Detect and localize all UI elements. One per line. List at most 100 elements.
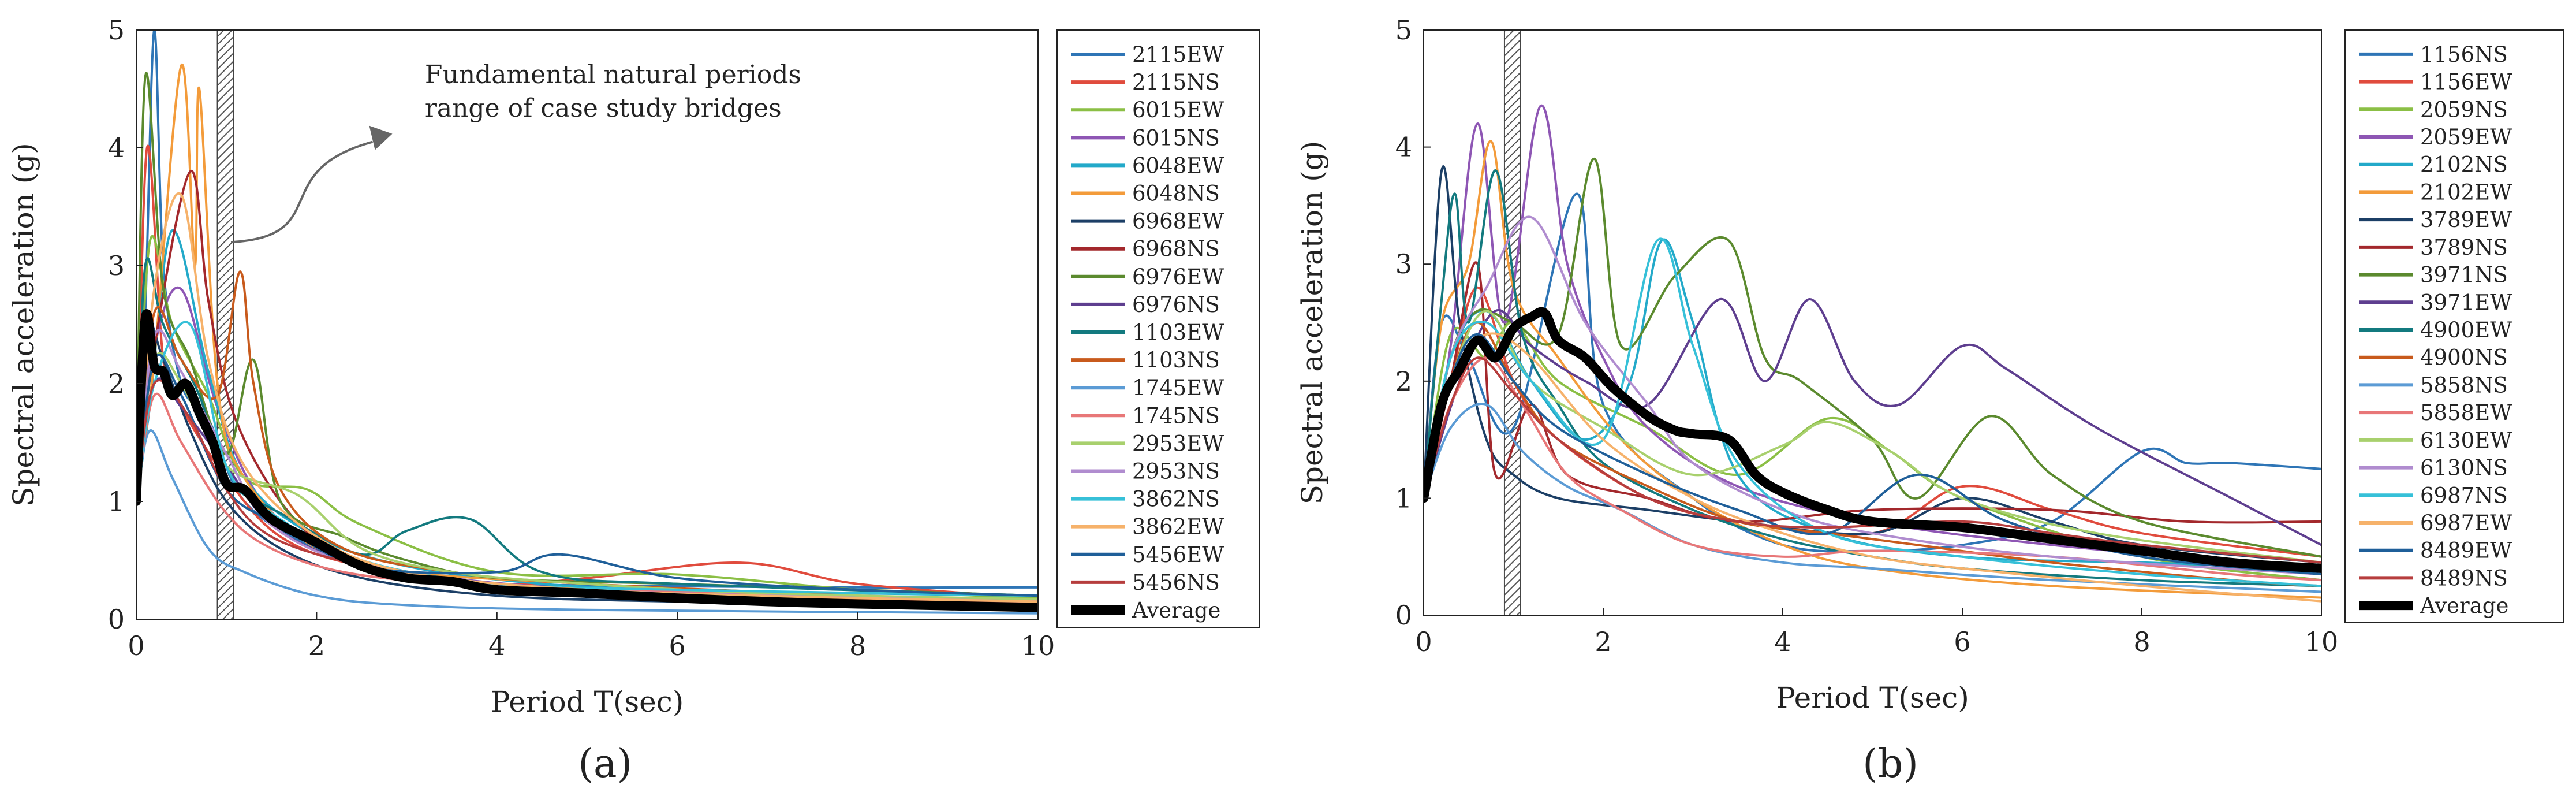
- series-line-5456ns: [136, 379, 1038, 605]
- legend-label-5456ew: 5456EW: [1132, 542, 1224, 567]
- series-line-6130ew: [1424, 310, 2321, 564]
- legend-label-2953ns: 2953NS: [1132, 459, 1220, 484]
- legend-label-6976ns: 6976NS: [1132, 292, 1220, 317]
- panel-b-x-axis-label: Period T(sec): [1776, 681, 1969, 715]
- legend-label-6015ns: 6015NS: [1132, 125, 1220, 150]
- legend-label-average: Average: [1132, 598, 1220, 623]
- legend-label-6130ns: 6130NS: [2420, 456, 2508, 481]
- series-line-1156ew: [1424, 286, 2321, 558]
- series-line-6976ns: [136, 377, 1038, 607]
- panel-a-legend: 2115EW 2115NS 6015EW 6015NS 6048EW 6048NS 6968…: [1056, 29, 1260, 628]
- x-tick-label: 2: [1595, 626, 1611, 657]
- legend-label-6048ns: 6048NS: [1132, 181, 1220, 206]
- series-line-1103ns: [136, 270, 1038, 603]
- x-tick-label: 2: [308, 630, 325, 661]
- panel-a-y-axis-label: Spectral acceleration (g): [7, 143, 40, 507]
- y-tick-label: 0: [1395, 600, 1412, 631]
- y-tick-label: 2: [1395, 366, 1412, 397]
- legend-label-2115ns: 2115NS: [1132, 70, 1220, 95]
- y-tick-label: 5: [108, 14, 125, 46]
- legend-label-4900ns: 4900NS: [2420, 345, 2508, 370]
- panel-b-series-layer: [1424, 104, 2321, 603]
- series-line-5456ew: [136, 354, 1038, 597]
- series-line-1103ew: [136, 257, 1038, 597]
- legend-label-5456ns: 5456NS: [1132, 570, 1220, 595]
- y-tick-label: 0: [108, 604, 125, 635]
- panel-a: 0 2 4 6 8 10 0 1 2 3 4 5 Fundamental natural period…: [7, 14, 1260, 787]
- legend-label-6968ew: 6968EW: [1132, 209, 1224, 234]
- legend-label-6048ew: 6048EW: [1132, 153, 1224, 178]
- legend-label-6987ew: 6987EW: [2420, 511, 2512, 535]
- legend-label-5858ew: 5858EW: [2420, 400, 2512, 425]
- legend-label-1156ns: 1156NS: [2420, 42, 2508, 67]
- x-tick-label: 4: [1774, 626, 1791, 657]
- series-line-2953ew: [136, 351, 1038, 601]
- series-line-8489ns: [1424, 356, 2321, 564]
- series-line-6048ew: [136, 229, 1038, 597]
- legend-label-6015ew: 6015EW: [1132, 98, 1224, 122]
- series-line-3789ns: [1424, 261, 2321, 524]
- series-line-6015ew: [136, 235, 1038, 600]
- legend-label-1745ns: 1745NS: [1132, 403, 1220, 428]
- series-line-2059ew: [1424, 104, 2321, 570]
- panel-b-ticks: 0 2 4 6 8 10 0 1 2 3 4 5: [1395, 14, 2339, 657]
- legend-label-4900ew: 4900EW: [2420, 318, 2512, 343]
- legend-label-average: Average: [2420, 593, 2508, 618]
- y-tick-label: 5: [1395, 14, 1412, 46]
- y-tick-label: 3: [108, 250, 125, 281]
- series-line-6968ew: [136, 316, 1038, 609]
- y-tick-label: 3: [1395, 248, 1412, 280]
- x-tick-label: 6: [1954, 626, 1970, 657]
- y-tick-label: 1: [1395, 482, 1412, 514]
- legend-label-2059ew: 2059EW: [2420, 125, 2512, 150]
- legend-label-1745ew: 1745EW: [1132, 375, 1224, 400]
- legend-label-6130ew: 6130EW: [2420, 428, 2512, 453]
- series-line-2059ns: [1424, 321, 2321, 582]
- legend-label-2102ew: 2102EW: [2420, 180, 2512, 204]
- legend-label-5858ns: 5858NS: [2420, 373, 2508, 397]
- annotation-text-line-2: range of case study bridges: [425, 94, 782, 123]
- series-line-average: [136, 309, 1038, 612]
- legend-label-2102ns: 2102NS: [2420, 153, 2508, 177]
- x-tick-label: 10: [2305, 626, 2339, 657]
- y-tick-label: 4: [108, 132, 125, 163]
- annotation-text-line-1: Fundamental natural periods: [425, 60, 801, 90]
- series-line-3862ew: [136, 192, 1038, 603]
- legend-label-1156ew: 1156EW: [2420, 70, 2512, 95]
- legend-label-3862ns: 3862NS: [1132, 487, 1220, 512]
- panel-b-y-axis-label: Spectral acceleration (g): [1296, 141, 1329, 505]
- annotation-arrow: [230, 140, 374, 244]
- x-tick-label: 0: [128, 630, 144, 661]
- legend-label-2115ew: 2115EW: [1132, 42, 1224, 67]
- x-tick-label: 0: [1415, 626, 1432, 657]
- legend-label-3789ew: 3789EW: [2420, 207, 2512, 232]
- series-line-3789ew: [1424, 165, 2321, 564]
- x-tick-label: 6: [669, 630, 686, 661]
- legend-label-6976ew: 6976EW: [1132, 265, 1224, 289]
- x-tick-label: 8: [849, 630, 866, 661]
- series-line-6987ns: [1424, 237, 2321, 587]
- series-line-2102ew: [1424, 140, 2321, 599]
- legend-label-6987ns: 6987NS: [2420, 483, 2508, 508]
- panel-b: 0 2 4 6 8 10 0 1 2 3 4 5 Period T(sec) Spectral acc…: [1296, 14, 2564, 787]
- series-line-average: [1424, 307, 2321, 573]
- x-tick-label: 4: [488, 630, 505, 661]
- series-line-1745ns: [136, 392, 1038, 603]
- legend-label-2059ns: 2059NS: [2420, 97, 2508, 122]
- panel-a-series-layer: [136, 30, 1038, 615]
- x-tick-label: 10: [1021, 630, 1055, 661]
- series-line-3862ns: [136, 321, 1038, 597]
- panel-a-ticks: 0 2 4 6 8 10 0 1 2 3 4 5: [108, 14, 1055, 661]
- series-line-2115ns: [136, 144, 1038, 600]
- panel-a-annotation: Fundamental natural periods range of cas…: [230, 60, 801, 244]
- panel-b-caption-label: (b): [1862, 741, 1918, 787]
- x-tick-label: 8: [2133, 626, 2150, 657]
- legend-label-1103ns: 1103NS: [1132, 348, 1220, 373]
- panel-b-plot-frame: [1423, 29, 2322, 616]
- annotation-arrowhead: [369, 125, 393, 150]
- panel-a-plot-frame: [136, 29, 1039, 620]
- panel-a-caption-label: (a): [578, 741, 632, 787]
- legend-label-6968ns: 6968NS: [1132, 237, 1220, 262]
